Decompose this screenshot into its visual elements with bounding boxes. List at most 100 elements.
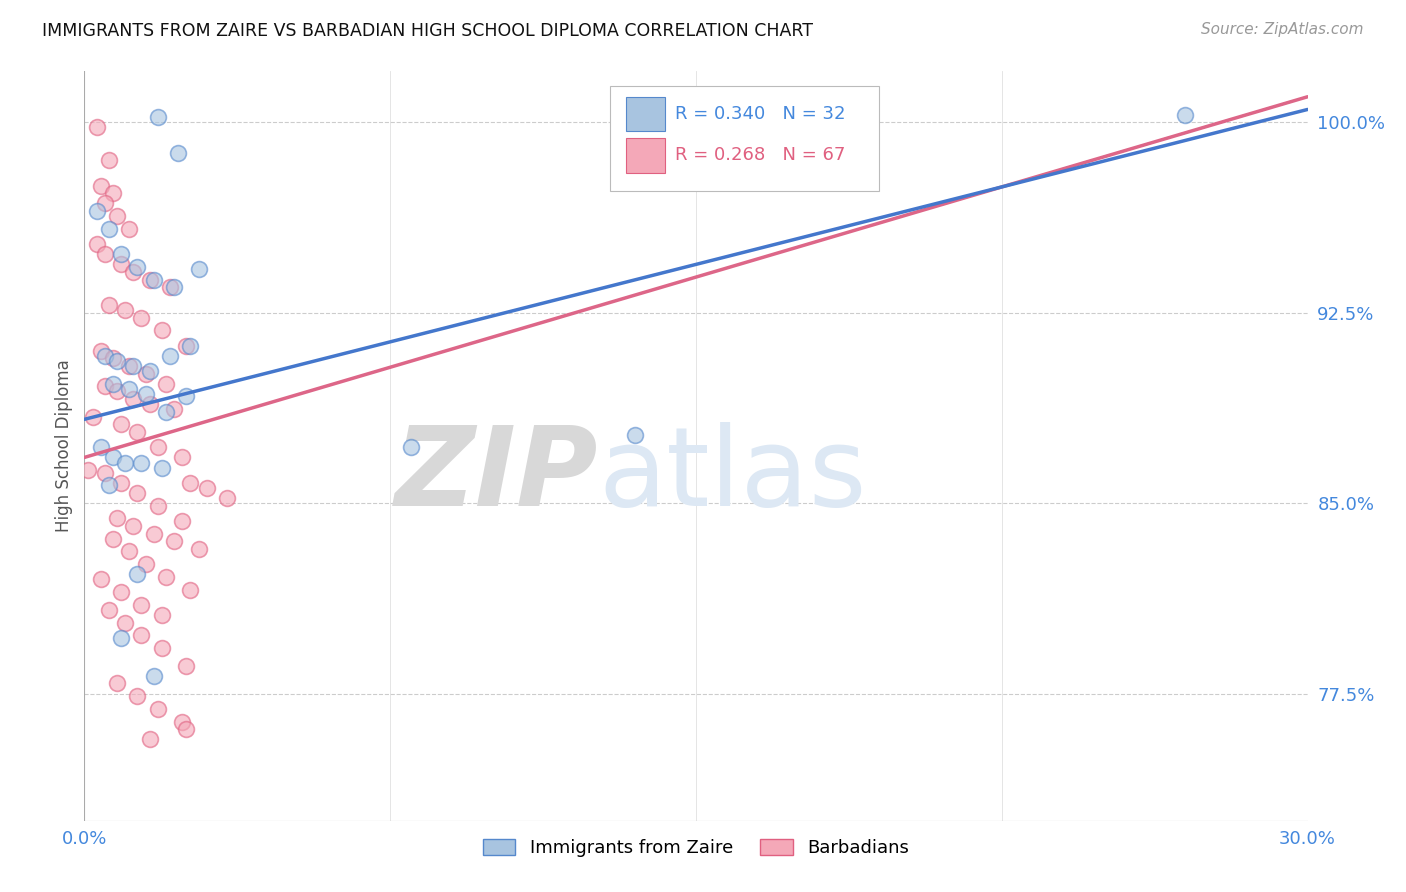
Point xyxy=(110,585,132,599)
Point xyxy=(195,481,218,495)
Point xyxy=(135,387,157,401)
Point xyxy=(127,425,149,439)
Point xyxy=(174,389,197,403)
Text: ZIP: ZIP xyxy=(395,423,598,530)
Point xyxy=(93,379,115,393)
Point xyxy=(142,526,165,541)
Point xyxy=(90,178,112,193)
Point xyxy=(97,222,120,236)
Point xyxy=(97,603,120,617)
Text: atlas: atlas xyxy=(598,423,866,530)
Point xyxy=(118,222,141,236)
Point xyxy=(86,237,108,252)
Point xyxy=(101,186,124,201)
Point xyxy=(155,376,177,391)
Point xyxy=(163,280,186,294)
Legend: Immigrants from Zaire, Barbadians: Immigrants from Zaire, Barbadians xyxy=(475,831,917,864)
Text: Source: ZipAtlas.com: Source: ZipAtlas.com xyxy=(1201,22,1364,37)
Point xyxy=(150,607,173,622)
Point xyxy=(127,486,149,500)
FancyBboxPatch shape xyxy=(626,97,665,131)
Point xyxy=(159,280,181,294)
Point xyxy=(86,120,108,135)
Point xyxy=(131,310,153,325)
Point xyxy=(105,209,128,223)
Text: R = 0.268   N = 67: R = 0.268 N = 67 xyxy=(675,146,845,164)
Point xyxy=(90,343,112,358)
Point xyxy=(97,153,120,168)
Point xyxy=(138,364,160,378)
Point xyxy=(217,491,239,505)
Point xyxy=(127,567,149,582)
Point xyxy=(187,541,209,556)
Point xyxy=(97,478,120,492)
FancyBboxPatch shape xyxy=(626,138,665,172)
Point xyxy=(131,628,153,642)
Y-axis label: High School Diploma: High School Diploma xyxy=(55,359,73,533)
Point xyxy=(90,572,112,586)
Point xyxy=(93,466,115,480)
Point xyxy=(93,247,115,261)
Point xyxy=(624,427,647,442)
Point xyxy=(135,367,157,381)
Point xyxy=(167,145,190,160)
Point xyxy=(118,382,141,396)
Point xyxy=(138,397,160,411)
Point xyxy=(114,456,136,470)
Point xyxy=(172,450,194,465)
Point xyxy=(146,702,169,716)
Point xyxy=(159,349,181,363)
Point xyxy=(122,265,145,279)
Point xyxy=(77,463,100,477)
Point xyxy=(127,689,149,703)
Point xyxy=(179,582,201,597)
Point xyxy=(101,376,124,391)
Point xyxy=(138,272,160,286)
Point xyxy=(93,349,115,363)
Point xyxy=(105,511,128,525)
Point xyxy=(150,460,173,475)
Point xyxy=(146,440,169,454)
Point xyxy=(179,475,201,490)
Point xyxy=(90,440,112,454)
Point xyxy=(135,557,157,571)
Point xyxy=(118,544,141,558)
Point xyxy=(110,631,132,645)
Point xyxy=(1174,107,1197,121)
Point xyxy=(122,359,145,373)
Point xyxy=(150,640,173,655)
Point xyxy=(174,339,197,353)
Point xyxy=(101,532,124,546)
Point xyxy=(101,450,124,465)
Point xyxy=(122,519,145,533)
Point xyxy=(114,615,136,630)
Point xyxy=(110,417,132,432)
Point xyxy=(127,260,149,274)
Point xyxy=(118,359,141,373)
Point xyxy=(105,676,128,690)
Point xyxy=(146,110,169,124)
Point xyxy=(131,456,153,470)
Point xyxy=(138,732,160,747)
Point xyxy=(142,272,165,286)
Point xyxy=(114,303,136,318)
Point xyxy=(155,405,177,419)
Point xyxy=(172,714,194,729)
Point xyxy=(110,247,132,261)
FancyBboxPatch shape xyxy=(610,87,880,191)
Point xyxy=(174,722,197,736)
Point xyxy=(97,298,120,312)
Point xyxy=(172,514,194,528)
Point xyxy=(155,570,177,584)
Text: R = 0.340   N = 32: R = 0.340 N = 32 xyxy=(675,105,845,123)
Point xyxy=(179,339,201,353)
Point xyxy=(163,534,186,549)
Point xyxy=(105,354,128,368)
Point xyxy=(82,409,104,424)
Point xyxy=(163,402,186,417)
Point xyxy=(101,351,124,366)
Point xyxy=(187,262,209,277)
Point xyxy=(150,323,173,337)
Point xyxy=(142,669,165,683)
Point xyxy=(105,384,128,399)
